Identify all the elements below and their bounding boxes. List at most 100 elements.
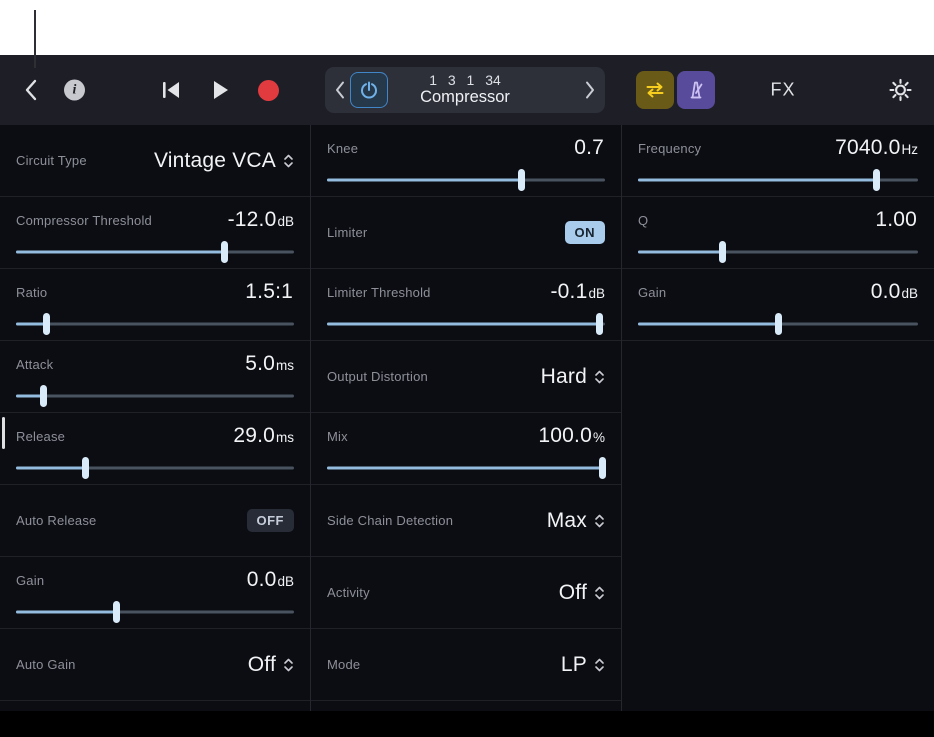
info-icon: i <box>72 82 77 97</box>
param-limiter-threshold: Limiter Threshold -0.1 dB <box>311 269 621 341</box>
power-icon <box>361 81 377 99</box>
empty-cell <box>622 557 934 629</box>
q-slider[interactable] <box>638 240 918 264</box>
param-unit: dB <box>277 214 294 229</box>
chevron-right-icon <box>586 81 594 99</box>
limiter-threshold-slider[interactable] <box>327 312 605 336</box>
sidechain-gain-slider[interactable] <box>638 312 918 336</box>
slider-handle[interactable] <box>598 457 606 479</box>
compressor-threshold-slider[interactable] <box>16 240 294 264</box>
scroll-indicator[interactable] <box>2 417 5 449</box>
release-slider[interactable] <box>16 456 294 480</box>
param-label: Release <box>16 428 66 444</box>
slider-fill <box>327 466 603 470</box>
param-value: Vintage VCA <box>153 148 276 172</box>
param-compressor-threshold: Compressor Threshold -12.0 dB <box>0 197 310 269</box>
slider-track <box>16 610 294 614</box>
param-auto-release: Auto Release OFF <box>0 485 310 557</box>
mix-slider[interactable] <box>327 456 606 480</box>
cycle-button[interactable] <box>636 71 674 109</box>
slider-handle[interactable] <box>82 457 89 479</box>
param-release: Release 29.0 ms <box>0 413 310 485</box>
param-label: Limiter Threshold <box>327 284 431 300</box>
knee-slider[interactable] <box>327 168 605 192</box>
slider-handle[interactable] <box>872 169 880 191</box>
count-in-button[interactable] <box>677 71 715 109</box>
param-value: -0.1 <box>550 280 588 303</box>
param-unit: dB <box>277 574 294 589</box>
slider-fill <box>16 250 225 254</box>
gain-slider[interactable] <box>16 600 294 624</box>
plugin-power-button[interactable] <box>350 72 388 108</box>
slider-fill <box>327 322 600 326</box>
param-sidechain-gain: Gain 0.0 dB <box>622 269 934 341</box>
param-auto-gain[interactable]: Auto Gain Off <box>0 629 310 701</box>
go-to-beginning-button[interactable] <box>160 80 182 100</box>
slider-track <box>16 394 294 398</box>
slider-handle[interactable] <box>40 385 48 407</box>
empty-cell <box>622 341 934 413</box>
slider-handle[interactable] <box>774 313 782 335</box>
slider-track <box>16 466 294 470</box>
callout-line <box>34 10 36 68</box>
slider-handle[interactable] <box>221 241 228 263</box>
param-label: Auto Release <box>16 513 97 528</box>
slider-fill <box>16 610 117 614</box>
play-icon <box>214 81 228 99</box>
popup-chevrons-icon <box>284 154 293 167</box>
empty-cell <box>622 485 934 557</box>
param-side-chain-detection[interactable]: Side Chain Detection Max <box>311 485 621 557</box>
slider-track <box>16 322 294 326</box>
slider-handle[interactable] <box>718 241 726 263</box>
param-label: Compressor Threshold <box>16 212 152 228</box>
param-unit: ms <box>276 430 294 445</box>
param-label: Limiter <box>327 225 368 240</box>
param-circuit-type[interactable]: Circuit Type Vintage VCA <box>0 125 310 197</box>
param-mix: Mix 100.0% <box>311 413 621 485</box>
empty-cell <box>622 629 934 701</box>
param-activity[interactable]: Activity Off <box>311 557 621 629</box>
settings-button[interactable] <box>889 78 912 102</box>
param-output-distortion[interactable]: Output Distortion Hard <box>311 341 621 413</box>
slider-handle[interactable] <box>112 601 120 623</box>
param-attack: Attack 5.0 ms <box>0 341 310 413</box>
play-button[interactable] <box>210 79 230 101</box>
slider-handle[interactable] <box>43 313 51 335</box>
param-value: 0.0 <box>870 280 901 303</box>
param-label: Gain <box>638 284 667 300</box>
plugin-lcd-display: 1 3 1 34 Compressor <box>325 67 605 113</box>
slider-handle[interactable] <box>595 313 603 335</box>
back-button[interactable] <box>24 79 38 101</box>
slider-fill <box>638 250 722 254</box>
ratio-slider[interactable] <box>16 312 294 336</box>
attack-slider[interactable] <box>16 384 294 408</box>
previous-plugin-button[interactable] <box>335 81 345 99</box>
parameter-column-3: Frequency 7040.0 Hz Q 1.00 Gain 0.0 dB <box>621 125 934 711</box>
next-plugin-button[interactable] <box>585 81 595 99</box>
empty-cell <box>622 413 934 485</box>
param-value: Max <box>546 508 587 532</box>
param-label: Activity <box>327 585 370 600</box>
param-label: Circuit Type <box>16 153 87 168</box>
param-mode[interactable]: Mode LP <box>311 629 621 701</box>
auto-release-switch[interactable]: OFF <box>246 509 294 532</box>
record-button[interactable] <box>258 79 279 101</box>
param-label: Knee <box>327 140 359 156</box>
slider-fill <box>16 394 44 398</box>
param-unit: dB <box>901 286 918 301</box>
param-q: Q 1.00 <box>622 197 934 269</box>
slider-fill <box>16 322 47 326</box>
param-label: Mix <box>327 428 348 444</box>
param-value: LP <box>560 652 587 676</box>
slider-fill <box>16 466 86 470</box>
param-unit: ms <box>276 358 294 373</box>
slider-handle[interactable] <box>518 169 526 191</box>
fx-label[interactable]: FX <box>770 79 796 100</box>
param-value: Off <box>247 652 276 676</box>
param-label: Mode <box>327 657 361 672</box>
slider-track <box>638 250 918 254</box>
info-button[interactable]: i <box>64 79 85 101</box>
param-value: 0.0 <box>246 568 277 591</box>
frequency-slider[interactable] <box>638 168 918 192</box>
limiter-switch[interactable]: ON <box>564 221 605 244</box>
